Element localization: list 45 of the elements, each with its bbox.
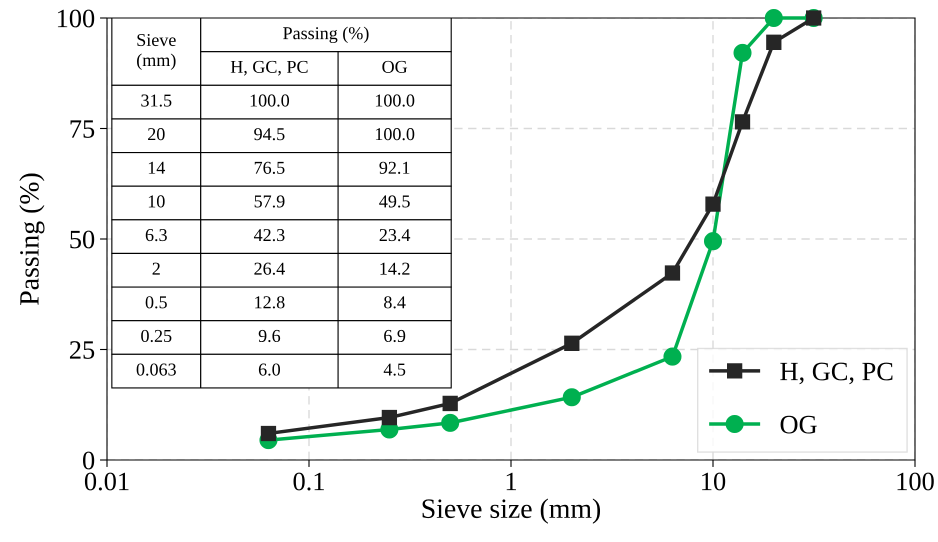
legend-label: OG <box>780 416 817 434</box>
annotation: 42.3 <box>254 228 284 242</box>
annotation: 12.8 <box>255 296 285 308</box>
annotation: 100.0 <box>250 94 290 107</box>
annotation: 0.063 <box>136 363 176 376</box>
annotation: 20 <box>148 128 165 140</box>
annotation: Passing (%) <box>283 26 369 44</box>
y-axis-title: Passing (%) <box>19 173 44 305</box>
annotation: 8.4 <box>384 296 406 308</box>
x-tick-label: 10 <box>702 472 726 490</box>
annotation: 26.4 <box>254 262 285 275</box>
annotation: 49.5 <box>379 195 410 208</box>
annotation: 76.5 <box>254 162 284 174</box>
annotation: 31.5 <box>141 94 172 107</box>
x-tick-label: 0.1 <box>294 472 324 490</box>
annotation: 100.0 <box>376 94 414 107</box>
annotation: 23.4 <box>380 228 410 242</box>
y-tick-label: 100 <box>58 10 94 28</box>
x-axis-title: Sieve size (mm) <box>422 498 600 524</box>
annotation: 0.5 <box>146 296 167 308</box>
y-tick-label: 50 <box>70 230 94 248</box>
y-tick-label: 0 <box>83 452 94 470</box>
annotation: 94.5 <box>254 128 284 140</box>
annotation: 9.6 <box>258 330 280 342</box>
annotation: 0.25 <box>141 330 172 342</box>
annotation: H, GC, PC <box>230 60 308 76</box>
annotation: 6.9 <box>384 330 406 342</box>
annotation: 2 <box>152 262 160 275</box>
annotation: 6.3 <box>146 228 167 242</box>
annotation: 14.2 <box>380 262 410 275</box>
x-tick-label: 100 <box>898 472 934 490</box>
x-tick-label: 0.01 <box>84 472 129 490</box>
annotation: OG <box>382 60 408 73</box>
annotation: 4.5 <box>384 364 406 376</box>
annotation: 92.1 <box>379 162 410 174</box>
annotation: 14 <box>148 162 166 174</box>
annotation: 6.0 <box>258 363 280 376</box>
y-tick-label: 25 <box>70 341 94 359</box>
annotation: 57.9 <box>254 195 284 208</box>
legend-label: H, GC, PC <box>780 362 892 384</box>
y-tick-label: 75 <box>70 120 94 138</box>
annotation: 100.0 <box>376 128 414 140</box>
annotation: 10 <box>148 195 165 208</box>
x-tick-label: 1 <box>506 472 516 490</box>
annotation: Sieve (mm) <box>137 34 176 70</box>
